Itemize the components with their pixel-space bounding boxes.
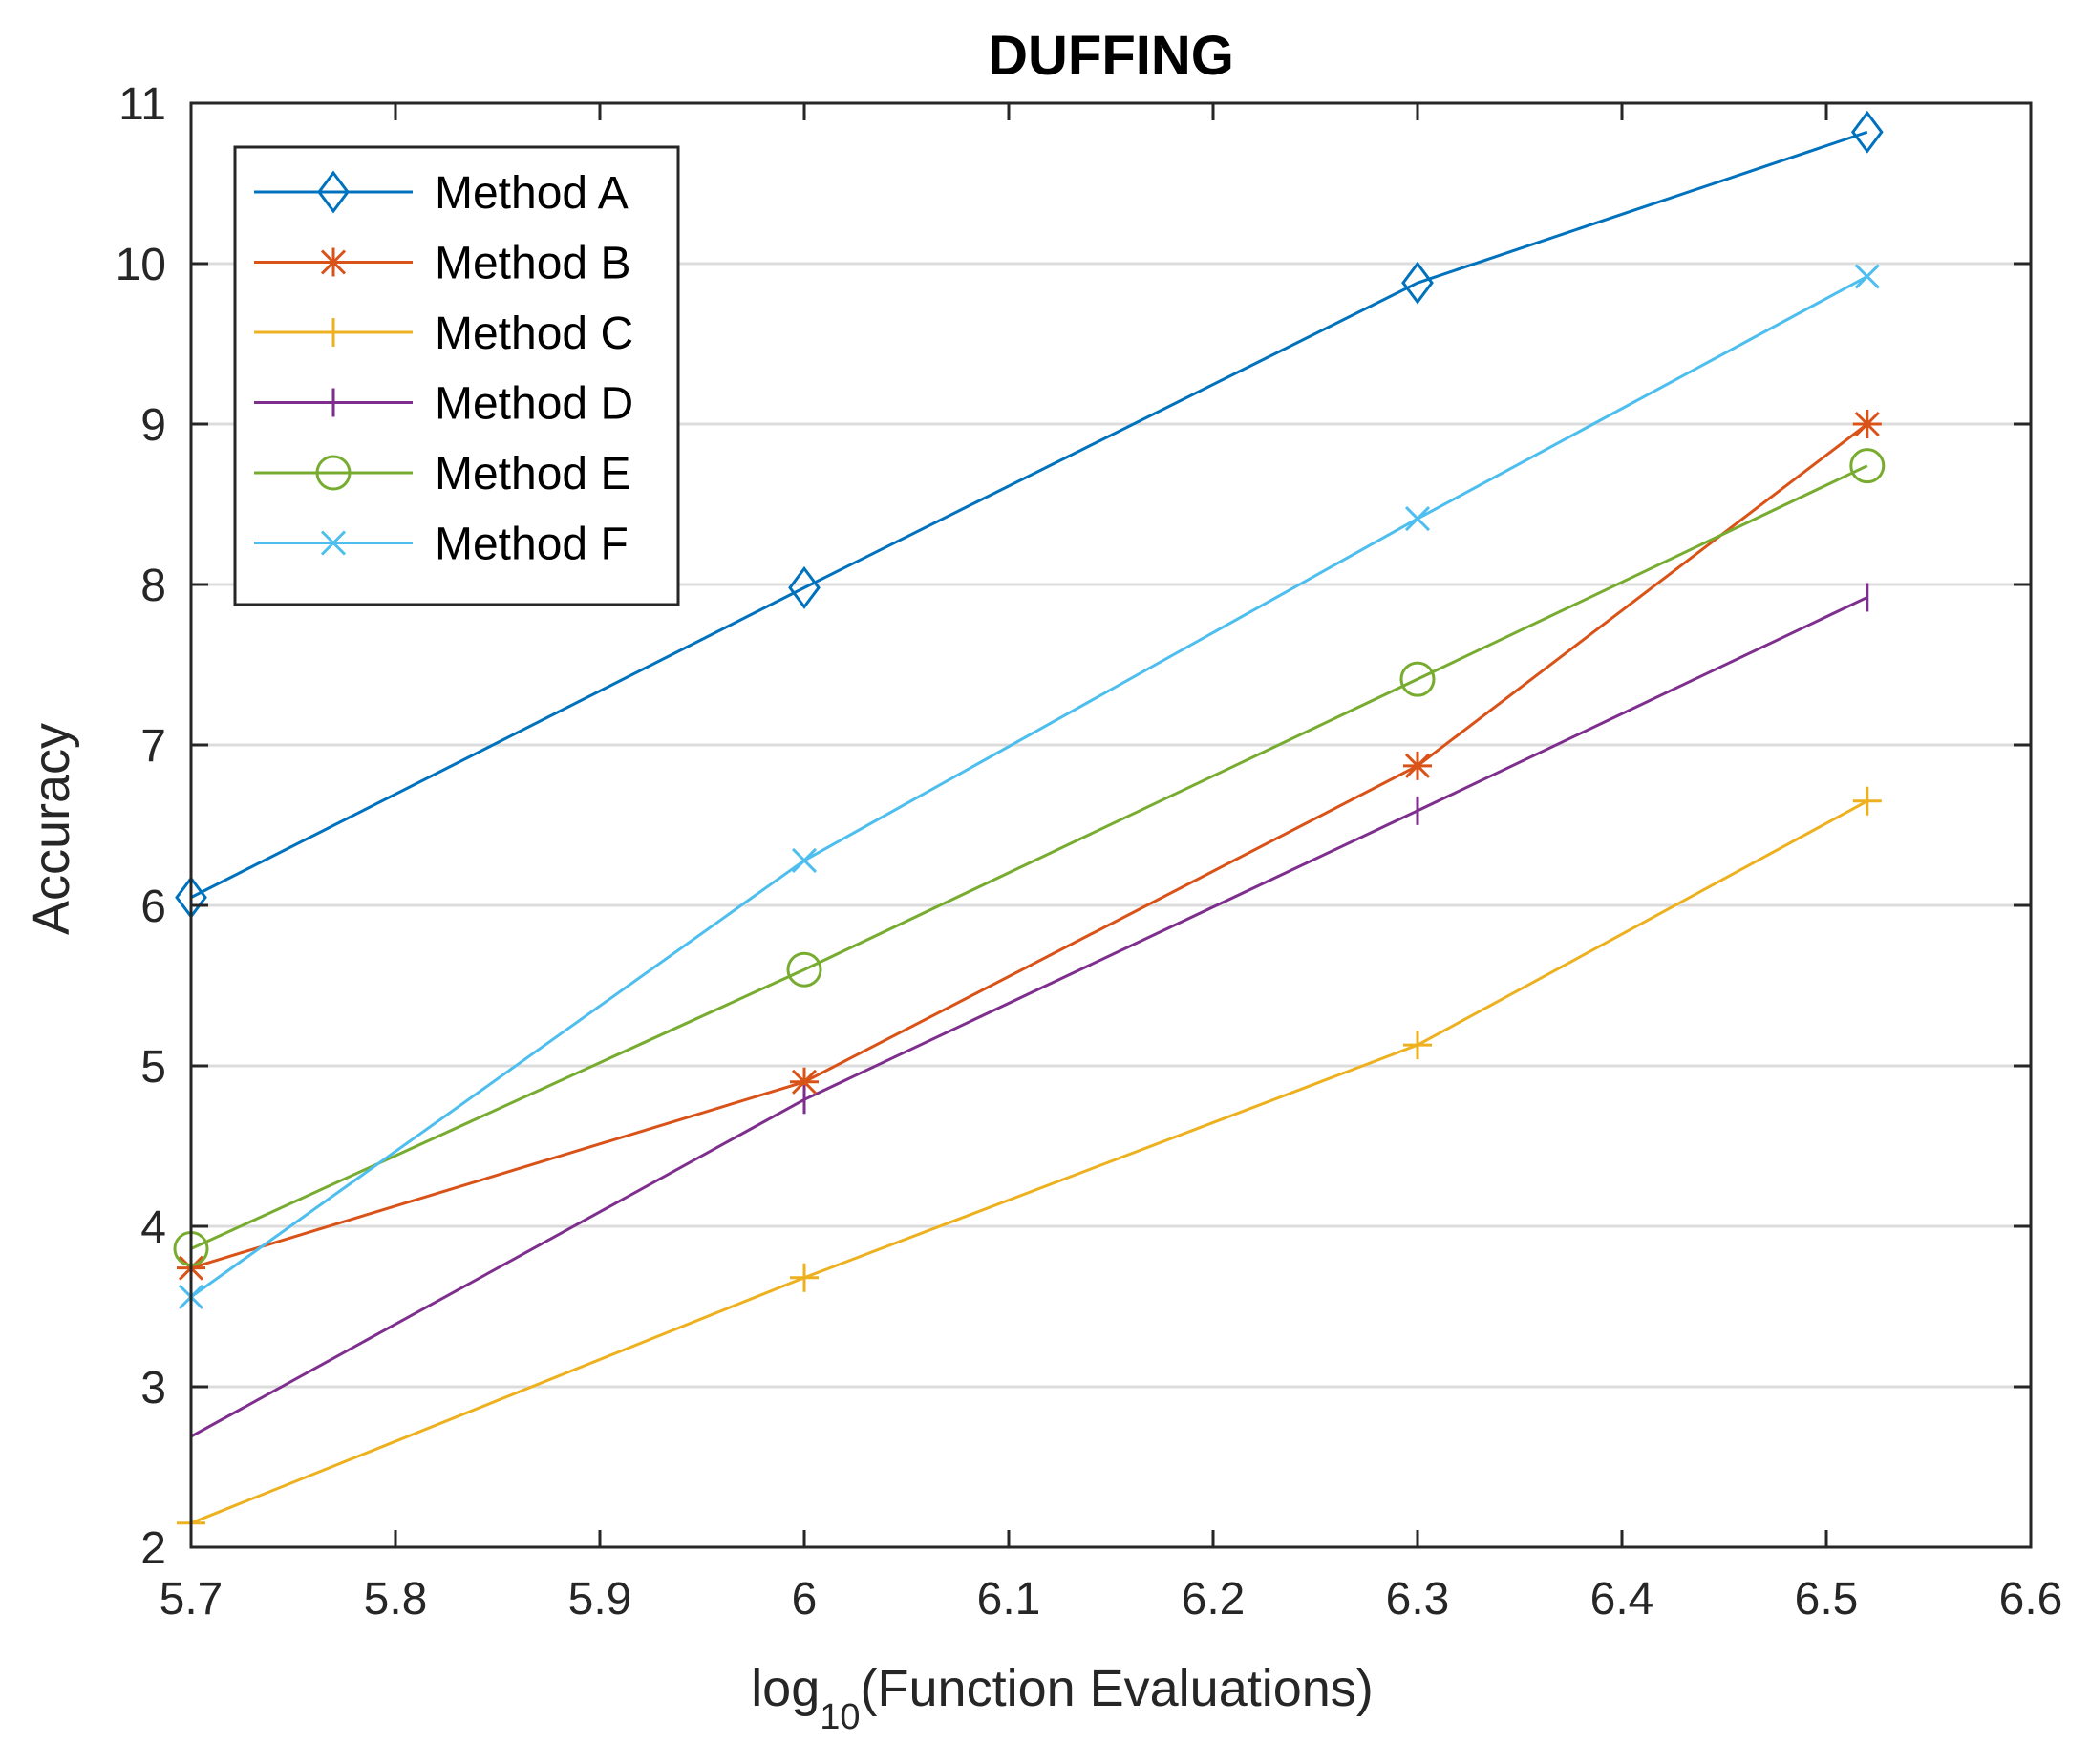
x-axis-label-subscript: 10 [820,1697,860,1737]
legend-marker-method-c [319,318,348,347]
x-tick-label: 6.3 [1386,1574,1450,1625]
legend-marker-method-a [317,170,350,214]
legend-label-method-e: Method E [435,449,630,499]
data-point-method-e [786,951,822,988]
x-axis-label-suffix: (Function Evaluations) [861,1660,1374,1717]
data-point-method-e [1399,661,1436,697]
y-tick-label: 7 [140,721,166,772]
y-axis-label: Accuracy [23,723,80,935]
legend-label-method-f: Method F [435,520,629,570]
y-tick-label: 6 [140,882,166,932]
data-point-method-c [1852,786,1882,816]
y-tick-label: 10 [116,240,166,290]
legend-marker-method-b [319,247,348,277]
axis-ticks [189,101,2033,1549]
x-tick-labels: 5.7 5.8 5.9 6 6.1 6.2 6.3 6.4 6.5 6.6 [160,1574,2063,1625]
x-tick-label: 6.2 [1182,1574,1246,1625]
chart-title: DUFFING [988,25,1234,87]
data-point-method-a [788,565,821,609]
y-tick-labels: 2 3 4 5 6 7 8 9 10 11 [116,79,166,1574]
legend-label-method-c: Method C [435,308,633,359]
legend-marker-method-e [315,455,352,491]
x-tick-label: 6 [792,1574,818,1625]
series-line-method-c [190,799,1868,1525]
legend-label-method-d: Method D [435,379,633,430]
x-axis-label: log10(Function Evaluations) [751,1660,1374,1737]
y-tick-label: 3 [140,1363,166,1413]
legend-marker-method-f [320,530,347,556]
series-lines [190,130,1868,1525]
data-point-method-a [1850,110,1884,154]
series-line-method-a [190,130,1868,899]
legend-label-method-a: Method A [435,168,629,219]
data-point-method-b [1852,410,1882,438]
data-point-method-e [1849,448,1886,484]
legend-label-method-b: Method B [435,239,630,289]
y-tick-label: 2 [140,1523,166,1574]
data-point-method-c [1403,1031,1432,1060]
data-point-method-b [790,1067,819,1096]
series-line-method-b [190,422,1868,1270]
data-point-method-b [1403,751,1432,780]
x-tick-label: 5.9 [568,1574,632,1625]
data-point-method-f [1854,264,1880,289]
series-line-method-f [190,275,1868,1299]
data-point-method-a [1401,261,1434,305]
series-line-method-e [190,464,1868,1250]
data-point-method-c [790,1263,819,1292]
y-tick-label: 11 [118,79,166,130]
y-tick-label: 4 [140,1202,166,1253]
series-line-method-d [190,596,1868,1438]
x-tick-label: 6.4 [1590,1574,1654,1625]
y-tick-label: 9 [140,400,166,451]
plot-frame [189,101,2033,1549]
x-tick-label: 5.7 [160,1574,224,1625]
data-point-method-f [1404,506,1431,532]
y-tick-label: 5 [140,1042,166,1093]
legend: Method A Method B Method C Method D Method E… [233,145,680,606]
x-tick-label: 5.8 [364,1574,428,1625]
legend-box [233,145,680,606]
x-axis-label-prefix: log [751,1660,820,1717]
x-tick-label: 6.5 [1795,1574,1859,1625]
x-tick-label: 6.6 [1999,1574,2063,1625]
x-tick-label: 6.1 [977,1574,1041,1625]
data-point-method-f [791,847,818,874]
y-tick-label: 8 [140,561,166,611]
